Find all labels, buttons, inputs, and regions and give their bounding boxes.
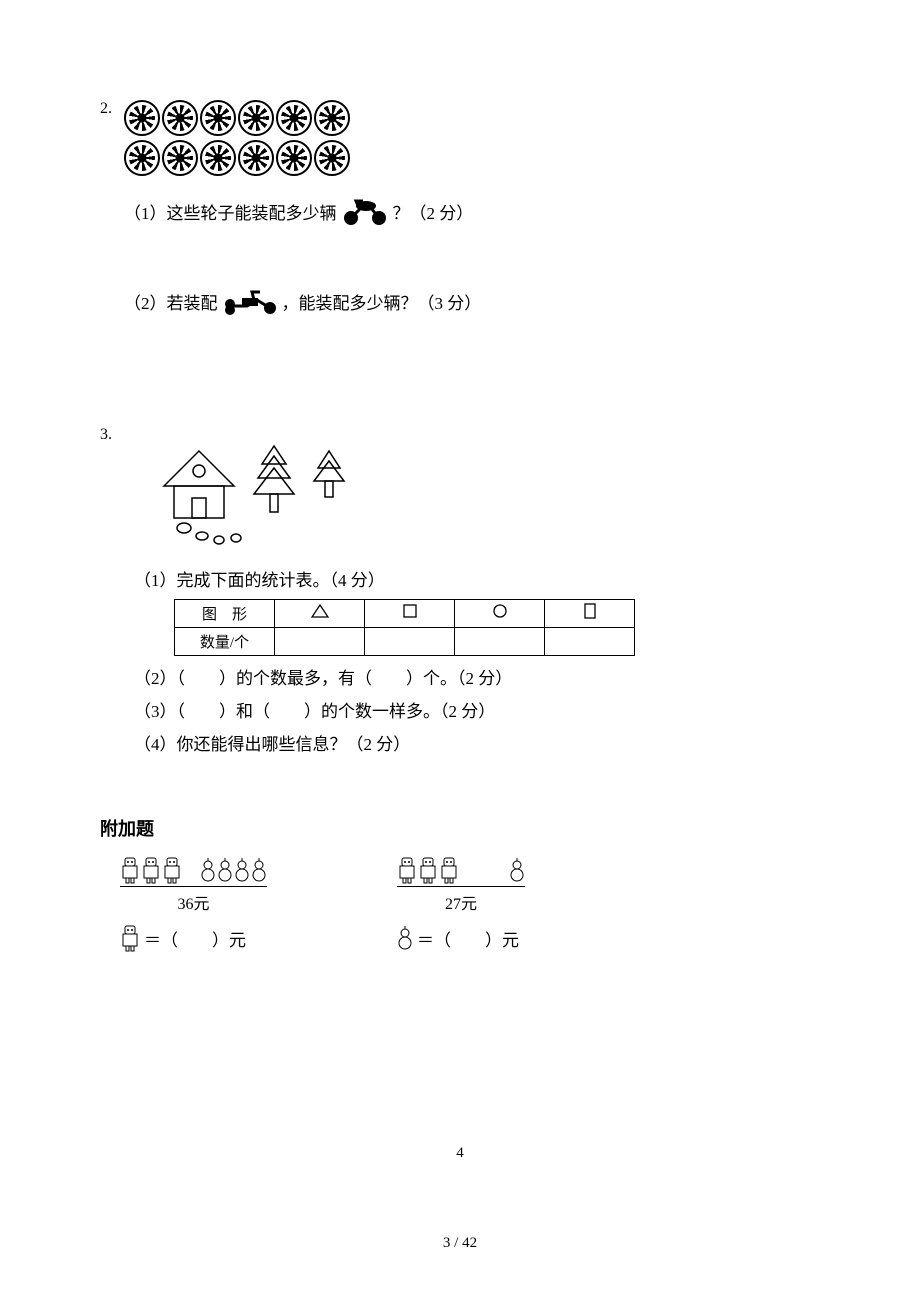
problem-3-sub1: （1）完成下面的统计表。（4 分）: [134, 566, 744, 591]
problem-2-content: （1）这些轮子能装配多少辆 ？（2 分） （2）若装配: [124, 100, 481, 376]
gourd-icon: [217, 856, 233, 884]
wheel-icon: [124, 140, 160, 176]
shape-cell-square: [365, 600, 455, 628]
equation-text: ＝（ ）元: [144, 926, 246, 951]
wheel-icon: [238, 140, 274, 176]
wheel-icon: [162, 100, 198, 136]
robot-icon: [418, 856, 438, 884]
wheel-icon: [276, 140, 312, 176]
wheel-icon: [124, 100, 160, 136]
shape-cell-triangle: [275, 600, 365, 628]
items-bracket: [120, 856, 267, 887]
price-label: 27元: [445, 890, 477, 914]
equation-2: ＝（ ）元: [397, 924, 525, 952]
robot-icon: [141, 856, 161, 884]
problem-3-content: （1）完成下面的统计表。（4 分） 图 形 数量/个: [124, 426, 744, 755]
price-group: 36元: [120, 856, 267, 914]
wheel-icon: [238, 100, 274, 136]
sub1-suffix: ？（2 分）: [393, 199, 474, 224]
table-row: 图 形: [175, 600, 635, 628]
house-scene: [144, 426, 744, 551]
motorcycle-icon: [341, 196, 389, 226]
robot-icon: [162, 856, 182, 884]
shape-cell-rectangle: [545, 600, 635, 628]
blank-cell: [455, 628, 545, 656]
price-label: 36元: [177, 890, 209, 914]
wheel-icon: [162, 140, 198, 176]
wheel-row-1: [124, 100, 481, 136]
wheel-icon: [314, 140, 350, 176]
robot-icon: [120, 924, 140, 952]
price-group: 27元: [397, 856, 525, 914]
bonus-row: 27元: [397, 856, 525, 914]
problem-2-sub2: （2）若装配 ，能装配多少辆？（3 分）: [124, 286, 481, 316]
problem-number: 2.: [100, 100, 112, 118]
problem-3-sub4: （4）你还能得出哪些信息？（2 分）: [134, 730, 744, 755]
blank-cell: [545, 628, 635, 656]
wheel-icon: [200, 140, 236, 176]
page-number: 4: [456, 1145, 464, 1162]
problem-3-sub2: （2）（ ）的个数最多，有（ ）个。（2 分）: [134, 664, 744, 689]
tricycle-icon: [222, 286, 278, 316]
wheel-row-2: [124, 140, 481, 176]
items-bracket: [397, 856, 525, 887]
table-row-label: 数量/个: [175, 628, 275, 656]
bonus-group-1: 36元 ＝（ ）元: [120, 856, 267, 952]
table-row: 数量/个: [175, 628, 635, 656]
blank-cell: [365, 628, 455, 656]
bonus-section: 附加题: [100, 815, 800, 952]
problem-3: 3.: [100, 426, 800, 755]
sub1-prefix: （1）这些轮子能装配多少辆: [124, 199, 337, 224]
bonus-row: 36元: [120, 856, 267, 914]
bonus-items: 36元 ＝（ ）元: [120, 856, 800, 952]
sub2-suffix: ，能装配多少辆？（3 分）: [282, 289, 482, 314]
sub2-prefix: （2）若装配: [124, 289, 218, 314]
wheel-icon: [200, 100, 236, 136]
robot-icon: [120, 856, 140, 884]
bonus-group-2: 27元 ＝（ ）元: [397, 856, 525, 952]
gourd-icon: [509, 856, 525, 884]
robot-icon: [439, 856, 459, 884]
gourd-icon: [234, 856, 250, 884]
equation-1: ＝（ ）元: [120, 924, 267, 952]
problem-2: 2. （1）这些轮子能装配多少辆: [100, 100, 800, 376]
statistics-table: 图 形 数量/个: [174, 599, 635, 656]
equation-text: ＝（ ）元: [417, 926, 519, 951]
problem-number: 3.: [100, 426, 112, 444]
gourd-icon: [251, 856, 267, 884]
bonus-title: 附加题: [100, 815, 800, 841]
gourd-icon: [397, 924, 413, 952]
page-footer: 3 / 42: [443, 1235, 477, 1252]
wheel-icon: [314, 100, 350, 136]
problem-3-sub3: （3）（ ）和（ ）的个数一样多。（2 分）: [134, 697, 744, 722]
wheel-icon: [276, 100, 312, 136]
robot-icon: [397, 856, 417, 884]
gourd-icon: [200, 856, 216, 884]
blank-cell: [275, 628, 365, 656]
table-header-label: 图 形: [175, 600, 275, 628]
shape-cell-circle: [455, 600, 545, 628]
problem-2-sub1: （1）这些轮子能装配多少辆 ？（2 分）: [124, 196, 481, 226]
